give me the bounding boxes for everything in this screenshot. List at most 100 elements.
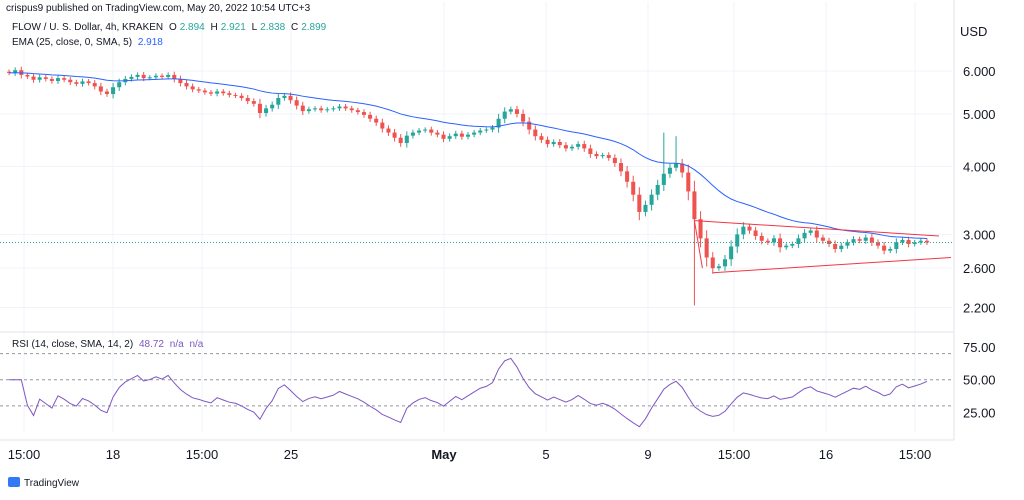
candle-body: [80, 81, 85, 84]
candle-body: [833, 244, 838, 249]
candle-body: [820, 237, 825, 241]
candle-body: [875, 242, 881, 246]
candle-body: [845, 242, 850, 246]
triangle-upper-line: [694, 220, 939, 237]
candle-body: [404, 135, 409, 144]
x-tick-label: 15:00: [718, 447, 751, 462]
ema-label[interactable]: EMA (25, close, 0, SMA, 5): [12, 37, 133, 48]
candle-body: [104, 91, 109, 95]
candle-body: [86, 81, 91, 84]
candle-body: [771, 238, 776, 243]
candle-body: [13, 70, 18, 73]
candle-body: [851, 239, 856, 243]
open-label: O: [168, 22, 177, 33]
candle-body: [92, 83, 97, 87]
candle-body: [496, 118, 501, 128]
price-axis: 6.000 5.000 4.000 3.000 2.600 2.200: [963, 64, 996, 316]
candle-body: [502, 111, 507, 119]
candle-body: [924, 240, 929, 243]
candle-body: [325, 109, 330, 111]
currency-label: USD: [960, 24, 987, 39]
candle-body: [300, 105, 305, 112]
candle-body: [288, 95, 293, 101]
candle-body: [606, 155, 611, 158]
candle-body: [380, 122, 385, 129]
candle-body: [484, 129, 489, 131]
candle-body: [747, 226, 752, 231]
ema-legend: EMA (25, close, 0, SMA, 5) 2.918: [12, 37, 166, 48]
candle-body: [343, 106, 348, 109]
candle-body: [410, 132, 415, 136]
candle-body: [282, 95, 287, 98]
candle-body: [894, 242, 899, 249]
ema-line: [9, 72, 927, 240]
rsi-tick-label: 75.00: [963, 340, 996, 355]
candle-body: [441, 134, 446, 139]
candle-body: [62, 78, 67, 80]
candle-body: [7, 71, 12, 73]
candle-body: [698, 219, 703, 239]
candle-body: [264, 108, 269, 114]
candle-body: [661, 173, 666, 185]
candle-body: [221, 91, 226, 94]
grid-layer: [0, 0, 955, 441]
candle-body: [790, 244, 795, 246]
candle-body: [355, 110, 360, 113]
candle-body: [539, 136, 544, 140]
symbol-title[interactable]: FLOW / U. S. Dollar, 4h, KRAKEN: [12, 22, 164, 33]
brand-label: TradingView: [24, 478, 80, 489]
candle-body: [570, 146, 575, 149]
y-tick-label: 2.200: [963, 301, 996, 316]
candle-body: [637, 194, 642, 212]
candle-body: [178, 78, 183, 84]
candle-body: [882, 245, 887, 251]
rsi-pane: 75.00 50.00 25.00: [0, 340, 996, 428]
candle-body: [729, 246, 734, 260]
candle-body: [202, 90, 207, 93]
rsi-value: 48.72: [138, 339, 164, 350]
candle-body: [655, 184, 660, 195]
candle-body: [612, 157, 617, 164]
tradingview-logo-icon: [8, 477, 20, 487]
candle-body: [135, 74, 140, 77]
rsi-label[interactable]: RSI (14, close, SMA, 14, 2): [12, 339, 134, 350]
candle-body: [674, 163, 679, 168]
candle-body: [692, 191, 697, 220]
x-tick-label: 15:00: [186, 447, 219, 462]
y-tick-label: 3.000: [963, 227, 996, 242]
candle-body: [827, 240, 832, 245]
candle-body: [257, 103, 262, 114]
candle-body: [398, 137, 403, 144]
candle-body: [417, 130, 422, 133]
candle-body: [741, 226, 746, 235]
candle-body: [765, 240, 770, 243]
candle-body: [37, 77, 42, 80]
candle-body: [753, 230, 758, 236]
candle-body: [190, 86, 195, 90]
low-label: L: [251, 22, 258, 33]
x-tick-label: May: [431, 447, 457, 462]
candle-body: [649, 194, 654, 205]
x-tick-label: 18: [106, 447, 120, 462]
triangle-pattern: [693, 220, 951, 274]
rsi-legend: RSI (14, close, SMA, 14, 2) 48.72 n/a n/…: [12, 339, 206, 350]
candle-body: [618, 163, 623, 172]
y-tick-label: 5.000: [963, 107, 996, 122]
candle-body: [563, 145, 568, 149]
candle-body: [796, 238, 801, 245]
candle-body: [643, 204, 648, 212]
candle-body: [392, 132, 397, 138]
candle-body: [153, 75, 158, 78]
candle-body: [533, 129, 538, 137]
triangle-lower-line: [712, 256, 951, 274]
tradingview-brand[interactable]: TradingView: [8, 477, 79, 489]
candle-body: [117, 82, 122, 88]
candle-body: [594, 153, 599, 157]
candle-body: [582, 144, 587, 149]
candle-body: [802, 232, 807, 239]
low-value: 2.838: [260, 22, 286, 33]
candle-body: [68, 79, 73, 83]
x-tick-label: 15:00: [8, 447, 41, 462]
